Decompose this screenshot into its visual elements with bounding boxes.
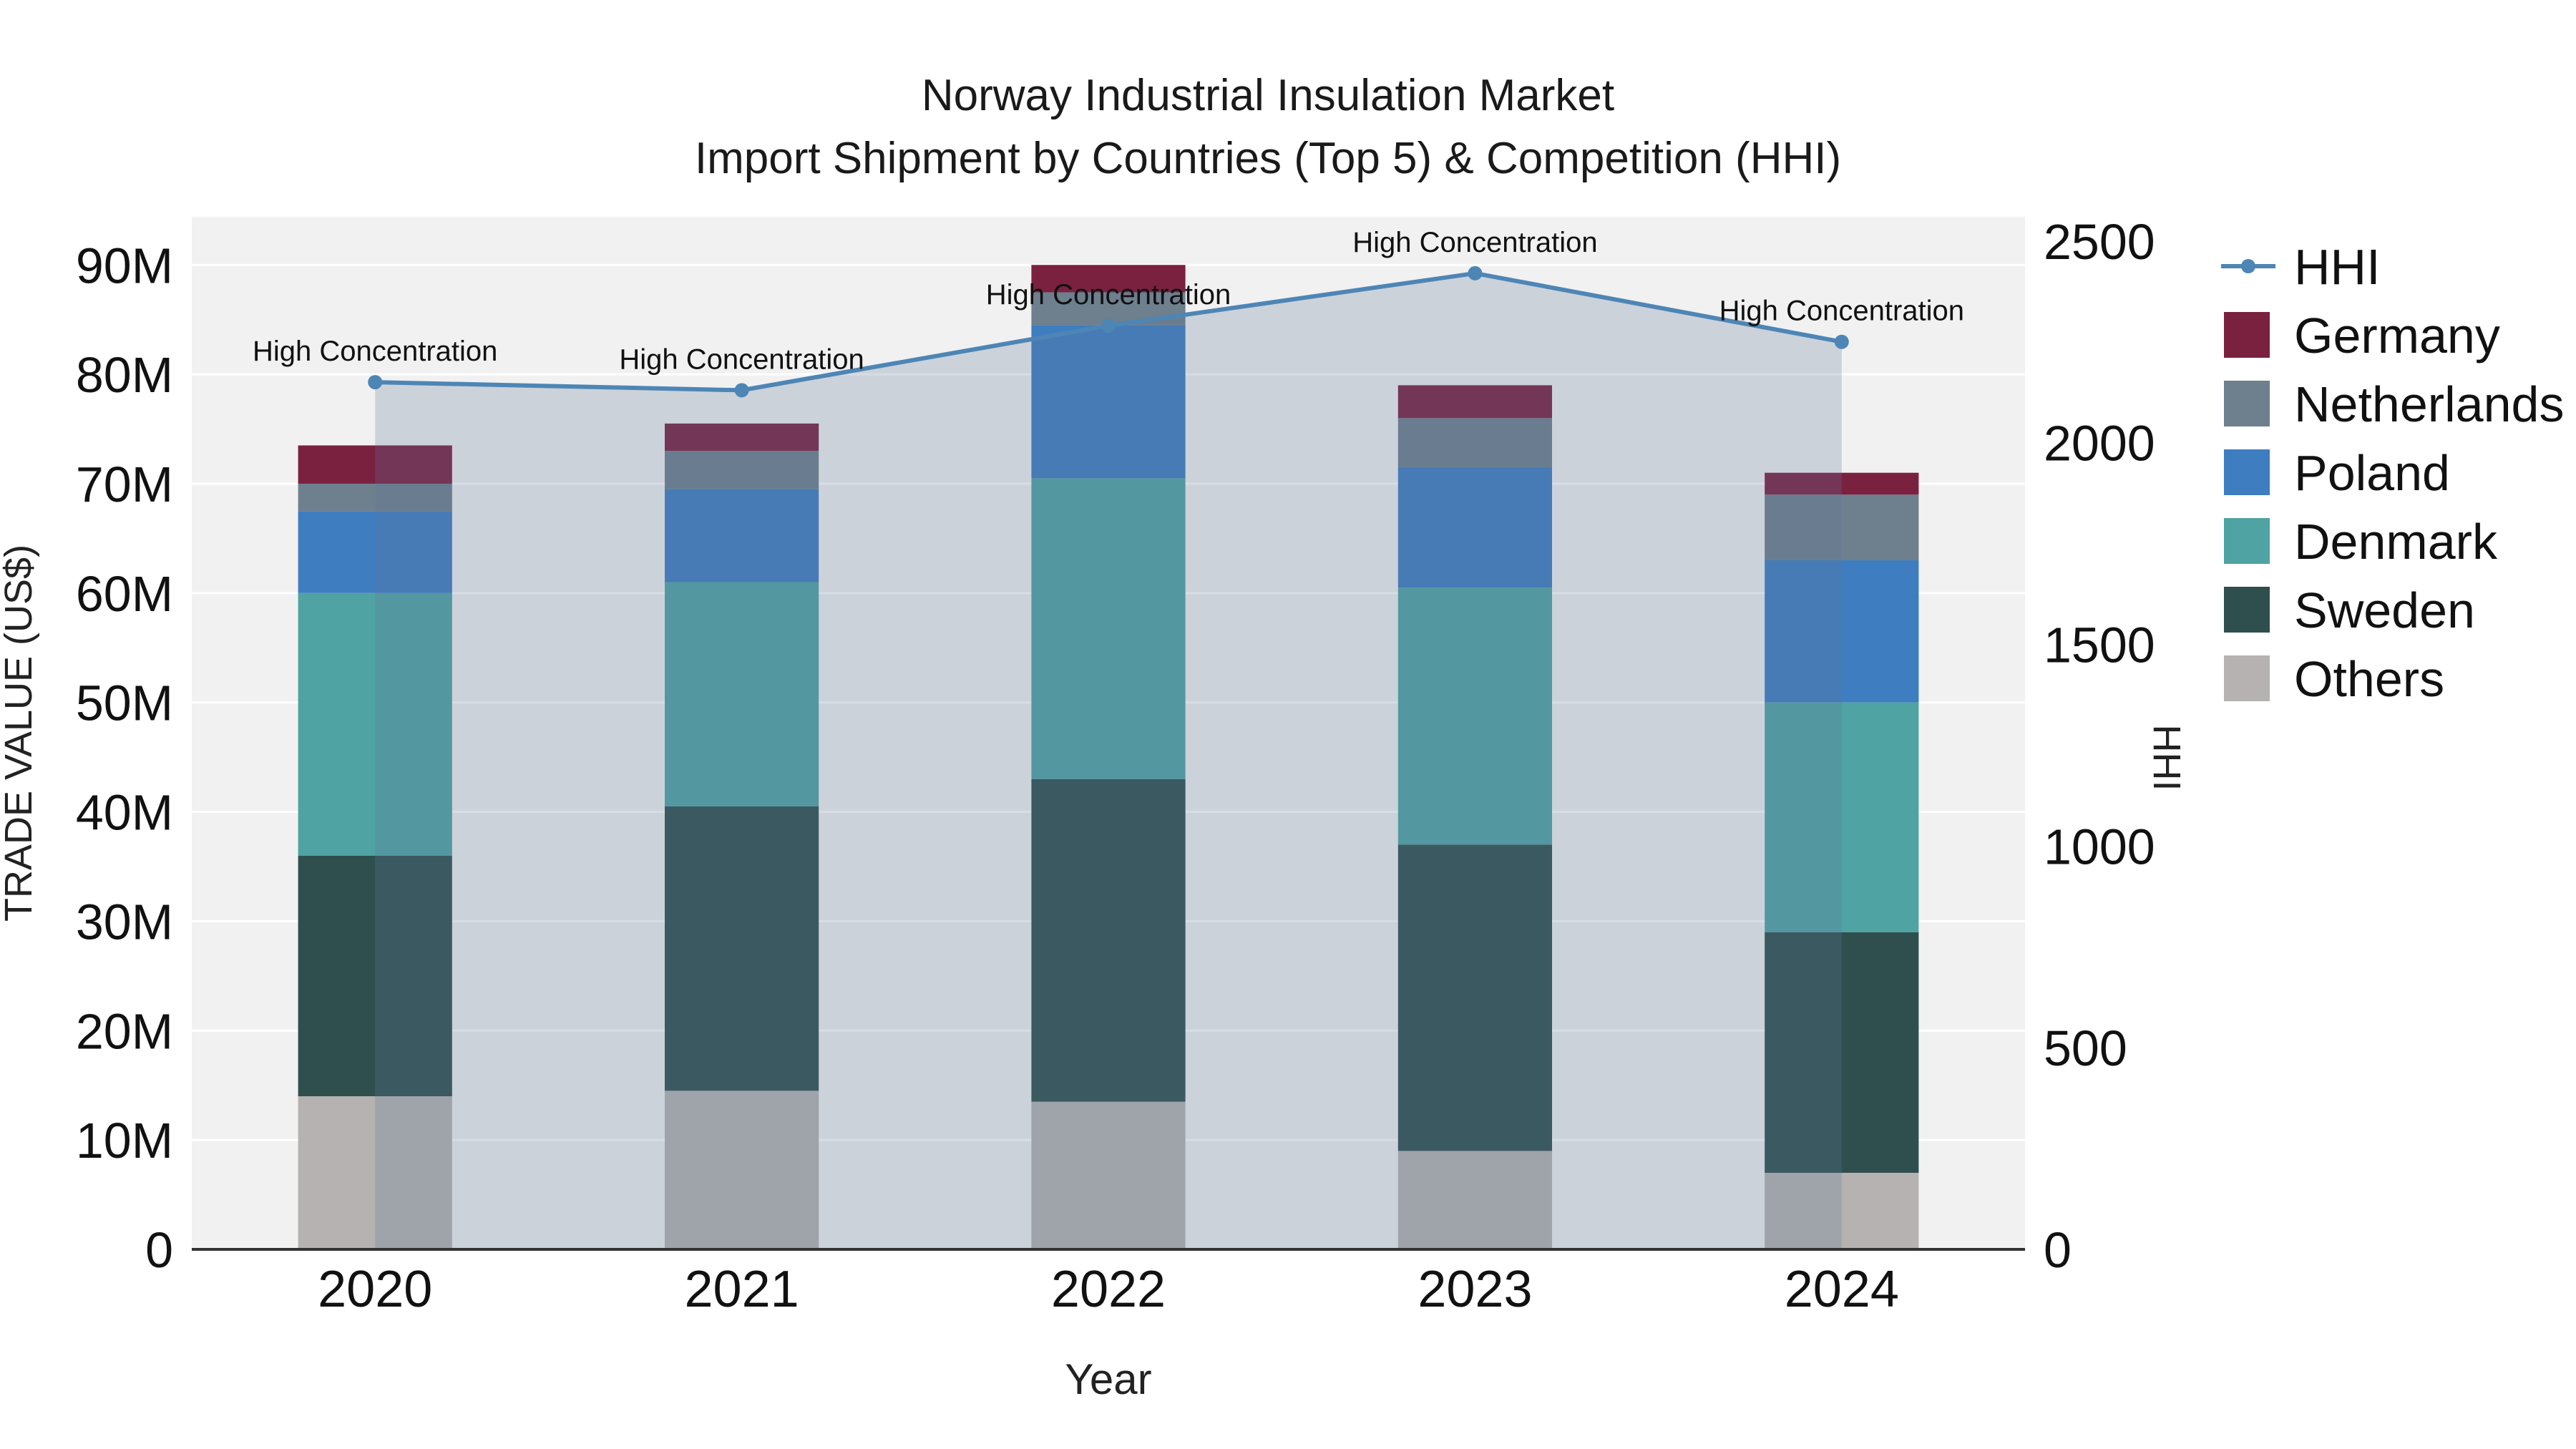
left-axis-tick-20M: 20M (76, 1003, 173, 1059)
bar-segment-sweden-2023[interactable] (1397, 844, 1553, 1151)
bar-segment-germany-2020[interactable] (298, 445, 452, 484)
bar-segment-germany-2021[interactable] (664, 423, 819, 452)
legend-label: Denmark (2294, 514, 2498, 570)
hhi-marker-2021[interactable] (734, 383, 749, 398)
legend-item-denmark[interactable]: Denmark (2224, 514, 2498, 570)
x-axis-tick-2023: 2023 (1418, 1261, 1532, 1318)
right-axis-title: HHI (2145, 725, 2188, 791)
legend-label: Sweden (2294, 582, 2475, 638)
legend-item-netherlands[interactable]: Netherlands (2224, 376, 2564, 432)
x-axis-tick-2022: 2022 (1051, 1261, 1166, 1318)
left-axis-tick-60M: 60M (76, 566, 173, 622)
annotation-high-concentration-2020: High Concentration (253, 336, 497, 367)
hhi-marker-2024[interactable] (1834, 334, 1849, 349)
bar-segment-denmark-2023[interactable] (1397, 587, 1553, 845)
annotation-high-concentration-2022: High Concentration (986, 279, 1231, 311)
x-axis-title: Year (1065, 1355, 1151, 1403)
legend-item-germany[interactable]: Germany (2224, 308, 2500, 364)
left-axis-tick-10M: 10M (76, 1113, 173, 1169)
left-axis-tick-40M: 40M (76, 785, 173, 841)
left-axis-title: TRADE VALUE (US$) (0, 545, 40, 922)
legend-item-sweden[interactable]: Sweden (2224, 582, 2475, 638)
legend-item-poland[interactable]: Poland (2224, 445, 2450, 501)
bar-segment-germany-2024[interactable] (1765, 472, 1919, 495)
hhi-marker-2020[interactable] (368, 375, 383, 390)
annotation-high-concentration-2021: High Concentration (619, 343, 864, 375)
legend-label: Others (2294, 651, 2444, 707)
bar-segment-poland-2021[interactable] (664, 489, 819, 582)
left-axis-tick-50M: 50M (76, 675, 173, 731)
bar-segment-poland-2020[interactable] (298, 511, 452, 593)
x-axis-tick-2021: 2021 (685, 1261, 799, 1318)
legend-swatch-icon (2224, 587, 2270, 633)
x-axis-tick-2020: 2020 (318, 1261, 432, 1318)
bar-segment-netherlands-2023[interactable] (1397, 418, 1553, 468)
right-axis-tick-2000: 2000 (2044, 416, 2155, 472)
bar-segment-sweden-2021[interactable] (664, 806, 819, 1091)
legend-swatch-icon (2224, 381, 2270, 426)
bar-segment-sweden-2024[interactable] (1765, 932, 1919, 1173)
legend-swatch-icon (2224, 312, 2270, 358)
bar-segment-others-2023[interactable] (1397, 1151, 1553, 1249)
bar-segment-poland-2022[interactable] (1031, 325, 1186, 479)
chart-title: Norway Industrial Insulation Market (921, 71, 1615, 120)
bar-segment-netherlands-2021[interactable] (664, 451, 819, 489)
legend-marker-icon (2241, 259, 2255, 273)
bar-segment-others-2022[interactable] (1031, 1101, 1186, 1249)
legend-label: Netherlands (2294, 376, 2564, 432)
annotation-high-concentration-2023: High Concentration (1352, 227, 1597, 258)
bar-segment-germany-2023[interactable] (1397, 385, 1553, 419)
right-axis-tick-2500: 2500 (2044, 214, 2155, 270)
bar-segment-denmark-2020[interactable] (298, 592, 452, 856)
annotation-high-concentration-2024: High Concentration (1719, 296, 1964, 327)
right-axis-tick-1500: 1500 (2044, 617, 2155, 673)
bar-segment-poland-2023[interactable] (1397, 467, 1553, 588)
legend-swatch-icon (2224, 518, 2270, 564)
legend-swatch-icon (2224, 449, 2270, 495)
left-axis-tick-30M: 30M (76, 894, 173, 950)
hhi-marker-2023[interactable] (1468, 265, 1483, 280)
bar-segment-sweden-2022[interactable] (1031, 779, 1186, 1102)
left-axis-tick-0: 0 (145, 1222, 173, 1278)
right-axis-tick-1000: 1000 (2044, 819, 2155, 874)
legend-label: Germany (2294, 308, 2500, 364)
bar-segment-germany-2022[interactable] (1031, 265, 1186, 293)
left-axis-tick-70M: 70M (76, 457, 173, 512)
bar-segment-others-2024[interactable] (1765, 1172, 1919, 1249)
hhi-marker-2022[interactable] (1101, 318, 1116, 333)
bar-segment-others-2021[interactable] (664, 1091, 819, 1249)
bar-segment-denmark-2024[interactable] (1765, 702, 1919, 932)
bar-segment-poland-2024[interactable] (1765, 560, 1919, 703)
left-axis-tick-90M: 90M (76, 238, 173, 293)
legend-swatch-icon (2224, 655, 2270, 701)
bar-segment-denmark-2021[interactable] (664, 582, 819, 806)
legend-item-hhi[interactable]: HHI (2221, 239, 2381, 295)
chart-subtitle: Import Shipment by Countries (Top 5) & C… (694, 134, 1842, 183)
legend-label: Poland (2294, 445, 2450, 501)
right-axis-tick-0: 0 (2044, 1222, 2072, 1278)
bar-segment-netherlands-2024[interactable] (1765, 494, 1919, 560)
legend-label: HHI (2294, 239, 2381, 295)
hhi-area-fill (375, 273, 1842, 1249)
bar-segment-sweden-2020[interactable] (298, 855, 452, 1096)
bar-segment-others-2020[interactable] (298, 1096, 452, 1249)
bar-segment-denmark-2022[interactable] (1031, 478, 1186, 779)
right-axis-tick-500: 500 (2044, 1020, 2127, 1076)
left-axis-tick-80M: 80M (76, 347, 173, 403)
x-axis-tick-2024: 2024 (1785, 1261, 1899, 1318)
bar-segment-netherlands-2020[interactable] (298, 483, 452, 512)
legend-item-others[interactable]: Others (2224, 651, 2444, 707)
